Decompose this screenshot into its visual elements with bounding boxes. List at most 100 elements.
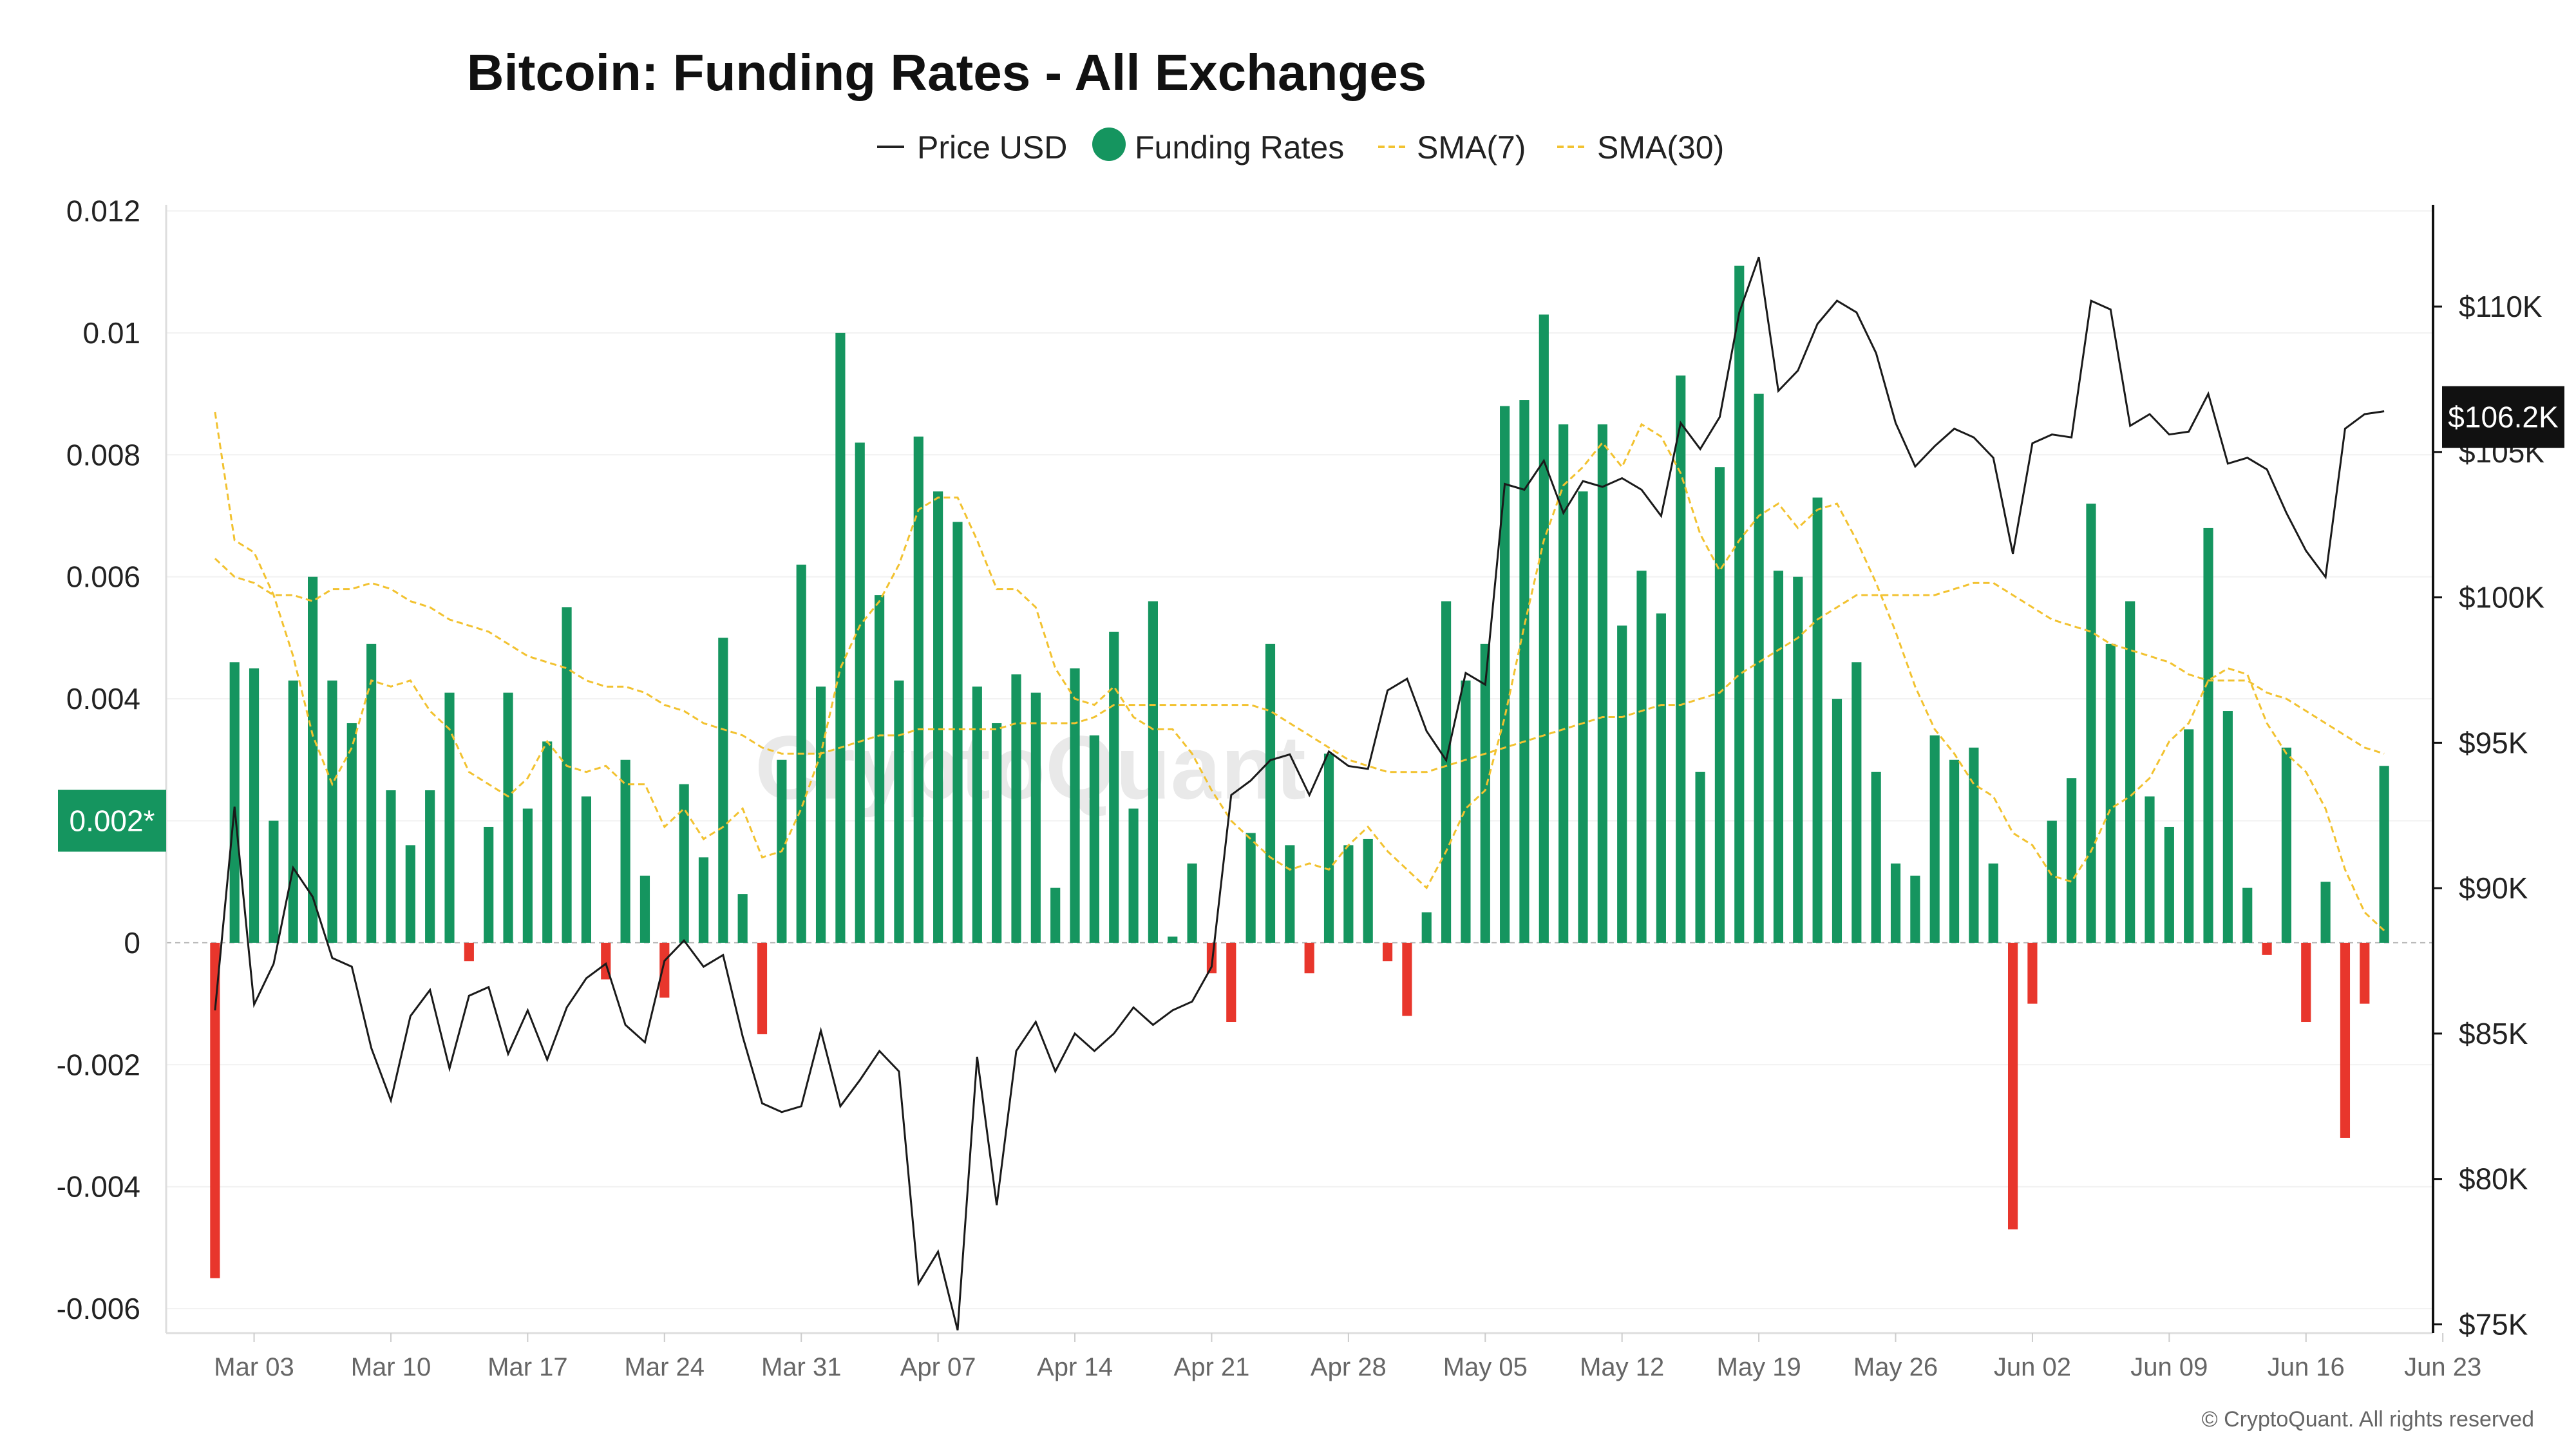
funding-bar (1773, 571, 1784, 943)
x-tick-label: Apr 07 (900, 1353, 976, 1381)
funding-bar (757, 942, 768, 1034)
funding-bar (855, 442, 865, 943)
left-tick-label: -0.004 (57, 1170, 140, 1204)
copyright: © CryptoQuant. All rights reserved (2202, 1407, 2534, 1432)
funding-bar (737, 894, 748, 943)
funding-bar (639, 875, 650, 943)
funding-bar (875, 595, 885, 943)
funding-bar (1128, 808, 1139, 943)
funding-bar (229, 662, 240, 943)
funding-bar (2164, 826, 2174, 943)
left-axis-ticks: -0.006-0.004-0.00200.0020.0040.0060.0080… (57, 194, 140, 1325)
legend-funding-label: Funding Rates (1135, 129, 1344, 166)
funding-bar (659, 942, 670, 998)
left-tick-label: -0.002 (57, 1048, 140, 1081)
funding-bar (992, 723, 1002, 943)
price-value-badge (2442, 386, 2564, 448)
x-tick-label: Apr 28 (1311, 1353, 1387, 1381)
funding-bar (2242, 887, 2253, 943)
funding-bar (1363, 838, 1373, 943)
funding-bar (2086, 504, 2096, 943)
series-lines (214, 256, 2385, 1331)
funding-bar (1050, 887, 1061, 943)
x-axis-ticks: Mar 03 Mar 10 Mar 17 Mar 24 Mar 31 Apr 07 Apr … (214, 1333, 2481, 1381)
funding-bar (2262, 942, 2272, 955)
funding-bar (2184, 729, 2194, 943)
funding-bar (2340, 942, 2351, 1138)
funding-bar (327, 680, 337, 943)
funding-bar (2360, 942, 2370, 1004)
x-tick-label: Jun 23 (2404, 1353, 2481, 1381)
price-value-badge-label: $106.2K (2448, 401, 2559, 434)
funding-bar (2281, 747, 2291, 943)
funding-bar (2125, 601, 2136, 943)
funding-bar (1011, 674, 1021, 943)
funding-bar (698, 857, 709, 943)
x-tick-label: Apr 14 (1037, 1353, 1113, 1381)
right-tick-label: $75K (2459, 1307, 2528, 1341)
funding-bar (933, 491, 943, 943)
right-tick-label: $90K (2459, 871, 2528, 905)
left-tick-label: 0.012 (66, 194, 140, 227)
right-axis-ticks: $75K$80K$85K$90K$95K$100K$105K$110K (2433, 290, 2544, 1341)
left-tick-label: 0 (124, 926, 140, 960)
funding-bar (1148, 601, 1158, 943)
funding-bar (1910, 875, 1920, 943)
funding-bar (1597, 424, 1607, 943)
funding-bar (1539, 314, 1549, 943)
funding-bar (2027, 942, 2038, 1004)
x-tick-label: Mar 17 (488, 1353, 568, 1381)
funding-bar (2105, 643, 2116, 943)
funding-bar (1734, 265, 1745, 943)
funding-bar (1695, 772, 1705, 943)
funding-bar (1969, 747, 1979, 943)
funding-bar (2008, 942, 2018, 1230)
funding-bar (1500, 406, 1510, 943)
funding-bar (1070, 668, 1080, 943)
legend-price-label: Price USD (917, 129, 1067, 166)
funding-bar (1636, 571, 1647, 943)
x-tick-label: Mar 31 (761, 1353, 842, 1381)
price-line (214, 256, 2385, 1331)
watermark: CryptoQuant (755, 717, 1306, 818)
funding-bar (1812, 497, 1823, 943)
right-tick-label: $80K (2459, 1162, 2528, 1196)
funding-bar (1852, 662, 1862, 943)
sma30-line (214, 558, 2385, 773)
funding-bar (2067, 778, 2077, 943)
funding-bar (346, 723, 357, 943)
funding-bar (1871, 772, 1881, 943)
funding-bar (1988, 863, 1998, 943)
x-tick-label: Mar 24 (625, 1353, 705, 1381)
funding-bar (1421, 912, 1432, 943)
funding-bar (1265, 643, 1276, 943)
funding-bar (1187, 863, 1197, 943)
x-tick-label: Jun 02 (1994, 1353, 2071, 1381)
funding-bar (620, 759, 630, 943)
funding-bar (464, 942, 474, 961)
funding-bar (386, 790, 396, 943)
funding-bar (1285, 845, 1295, 943)
funding-bar (913, 436, 923, 943)
funding-bar (718, 638, 728, 943)
funding-bar (1558, 424, 1569, 943)
funding-bar (2301, 942, 2311, 1023)
chart-title: Bitcoin: Funding Rates - All Exchanges (467, 44, 1427, 101)
funding-bar (1656, 613, 1666, 943)
funding-bar (972, 687, 982, 943)
funding-bar (1754, 393, 1764, 943)
funding-bar (2203, 527, 2213, 943)
funding-bar (1461, 680, 1471, 943)
funding-bar (1714, 467, 1725, 943)
funding-bar (444, 692, 455, 943)
funding-bar (1089, 735, 1099, 943)
funding-bar (2222, 711, 2233, 943)
funding-bar (1343, 845, 1354, 943)
funding-bar (1402, 942, 1412, 1016)
right-tick-label: $85K (2459, 1017, 2528, 1050)
left-tick-label: 0.006 (66, 560, 140, 594)
funding-value-badge-label: 0.002* (69, 804, 155, 837)
funding-bar (1168, 936, 1178, 943)
legend-sma30-label: SMA(30) (1597, 129, 1724, 166)
funding-bar (405, 845, 415, 943)
